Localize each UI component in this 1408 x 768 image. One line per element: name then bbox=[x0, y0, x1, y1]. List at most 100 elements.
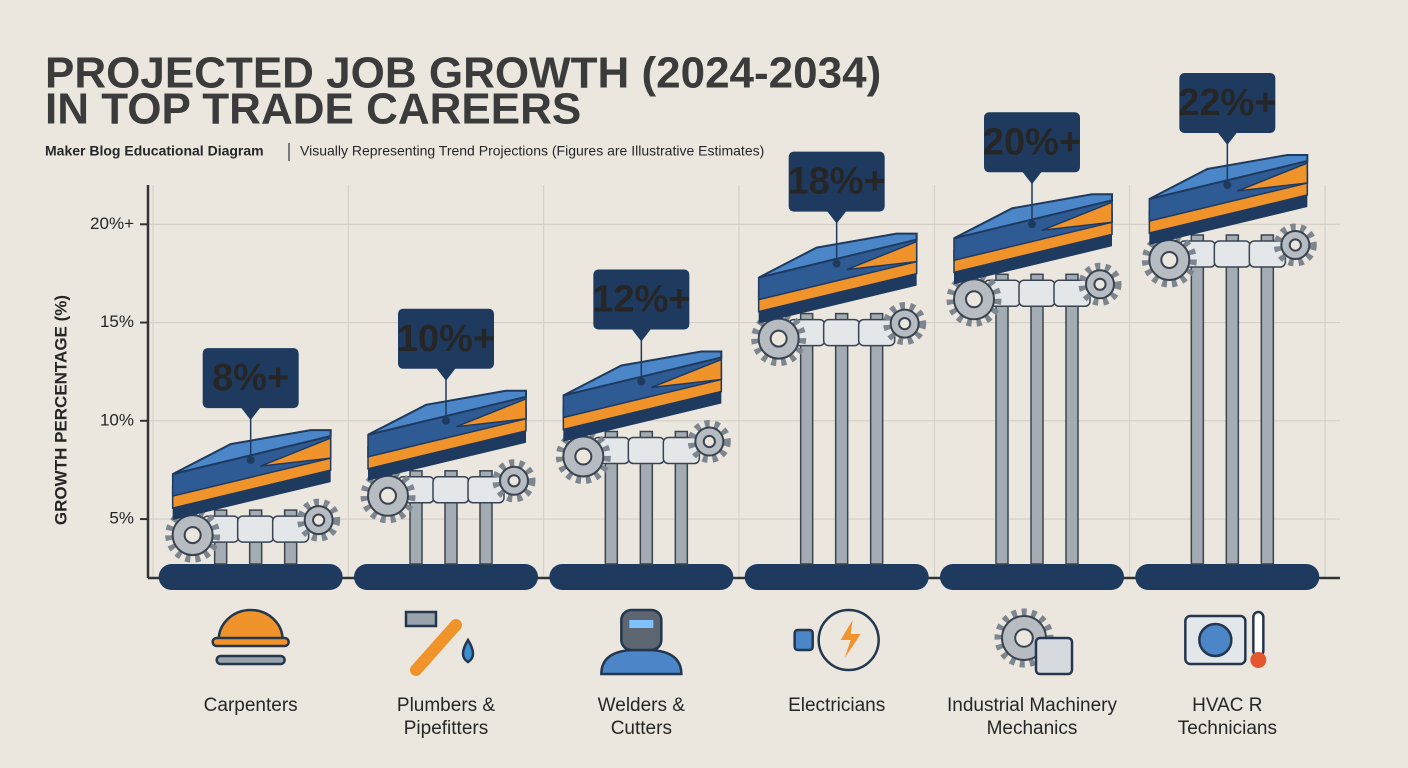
piston-rod bbox=[1260, 234, 1275, 565]
piston-rod bbox=[1030, 273, 1044, 565]
value-label-pointer bbox=[1217, 132, 1238, 145]
icon bbox=[840, 620, 861, 658]
y-tick-label: 20%+ bbox=[90, 214, 134, 233]
icon bbox=[404, 610, 438, 628]
trade-icon bbox=[793, 608, 880, 672]
gear-hole bbox=[1160, 251, 1179, 269]
value-label-pointer bbox=[240, 407, 261, 421]
trade-icon bbox=[404, 610, 475, 676]
icon bbox=[217, 608, 284, 642]
value-label-pointer bbox=[1022, 171, 1042, 185]
icon bbox=[410, 619, 462, 676]
piston bbox=[822, 318, 861, 347]
icon bbox=[629, 620, 654, 628]
icon bbox=[215, 654, 286, 666]
x-tick-label: HVAC R Technicians bbox=[1178, 695, 1277, 739]
icon bbox=[211, 636, 290, 648]
gear bbox=[687, 420, 731, 463]
icon bbox=[1198, 622, 1233, 658]
bar-wedge bbox=[651, 358, 723, 389]
gear-hole bbox=[1093, 277, 1107, 291]
value-label-pointer bbox=[826, 210, 847, 224]
gear bbox=[492, 459, 536, 503]
bar-wedge bbox=[1041, 201, 1113, 232]
value-label: 10%+ bbox=[397, 318, 495, 360]
piston bbox=[432, 476, 470, 504]
x-tick-label: Electricians bbox=[788, 695, 885, 716]
gear-hole bbox=[702, 434, 716, 449]
gear bbox=[1078, 262, 1122, 306]
value-label-box bbox=[984, 112, 1080, 173]
bar-group: 12%+ bbox=[549, 269, 734, 590]
bar-wedge bbox=[846, 240, 918, 271]
gear-hole bbox=[898, 317, 912, 331]
gear bbox=[883, 302, 927, 346]
bar bbox=[953, 193, 1113, 240]
value-label: 12%+ bbox=[592, 279, 690, 321]
x-tick-label: Plumbers & Pipefitters bbox=[397, 695, 496, 739]
piston bbox=[627, 436, 666, 465]
piston bbox=[1248, 240, 1287, 268]
piston-rod bbox=[869, 312, 884, 565]
bar-wedge bbox=[1237, 161, 1309, 192]
icon bbox=[461, 637, 475, 664]
chart-title: PROJECTED JOB GROWTH (2024-2034) bbox=[45, 49, 881, 98]
icon bbox=[817, 608, 880, 672]
pedestal bbox=[940, 564, 1124, 590]
value-label-box bbox=[788, 151, 885, 212]
icon bbox=[620, 608, 663, 652]
x-tick-label: Welders & Cutters bbox=[598, 695, 686, 739]
piston-rod bbox=[1065, 273, 1079, 565]
gear-hole bbox=[312, 513, 326, 527]
pedestal bbox=[549, 564, 734, 590]
bar bbox=[562, 350, 723, 397]
piston-rod bbox=[995, 273, 1009, 565]
bar bbox=[1148, 154, 1309, 200]
piston bbox=[1018, 279, 1056, 308]
trade-icon bbox=[1184, 610, 1267, 668]
gear-hole bbox=[183, 526, 202, 545]
piston bbox=[1213, 240, 1252, 268]
piston-rod bbox=[639, 430, 654, 565]
gear-hole bbox=[1288, 238, 1302, 252]
gear-hole bbox=[965, 290, 983, 309]
piston bbox=[662, 436, 701, 465]
bar-group: 18%+ bbox=[744, 151, 929, 590]
pedestal bbox=[1135, 564, 1320, 590]
icon bbox=[600, 648, 683, 676]
piston bbox=[467, 476, 505, 504]
piston bbox=[1053, 279, 1091, 308]
bar bbox=[758, 232, 918, 279]
x-tick-label: Industrial Machinery Mechanics bbox=[947, 695, 1118, 739]
pedestal bbox=[158, 564, 343, 590]
chart-title: IN TOP TRADE CAREERS bbox=[45, 85, 581, 134]
gear-hole bbox=[379, 486, 397, 505]
trade-icon bbox=[600, 608, 683, 676]
bar-wedge bbox=[260, 436, 332, 467]
value-label-pointer bbox=[436, 367, 456, 381]
piston-rod bbox=[1225, 234, 1240, 565]
piston bbox=[857, 318, 896, 347]
piston-rod bbox=[799, 312, 814, 565]
value-label-box bbox=[1179, 73, 1276, 133]
bar bbox=[367, 389, 527, 436]
gear-hole bbox=[769, 329, 788, 348]
icon bbox=[793, 628, 814, 652]
gear bbox=[1273, 223, 1317, 267]
pedestal bbox=[744, 564, 929, 590]
y-tick-label: 5% bbox=[109, 509, 134, 528]
icon bbox=[1034, 636, 1074, 676]
bar-group: 22%+ bbox=[1135, 73, 1320, 590]
value-label: 20%+ bbox=[983, 121, 1081, 163]
gear-hole bbox=[1014, 628, 1034, 648]
piston bbox=[236, 515, 275, 543]
value-label-box bbox=[398, 308, 494, 369]
gear bbox=[297, 498, 341, 542]
value-label: 22%+ bbox=[1178, 82, 1276, 124]
bar-group: 10%+ bbox=[354, 308, 538, 590]
piston-rod bbox=[604, 430, 619, 565]
value-label-pointer bbox=[631, 328, 652, 342]
gear-hole bbox=[574, 447, 593, 466]
trade-icon bbox=[211, 608, 290, 666]
